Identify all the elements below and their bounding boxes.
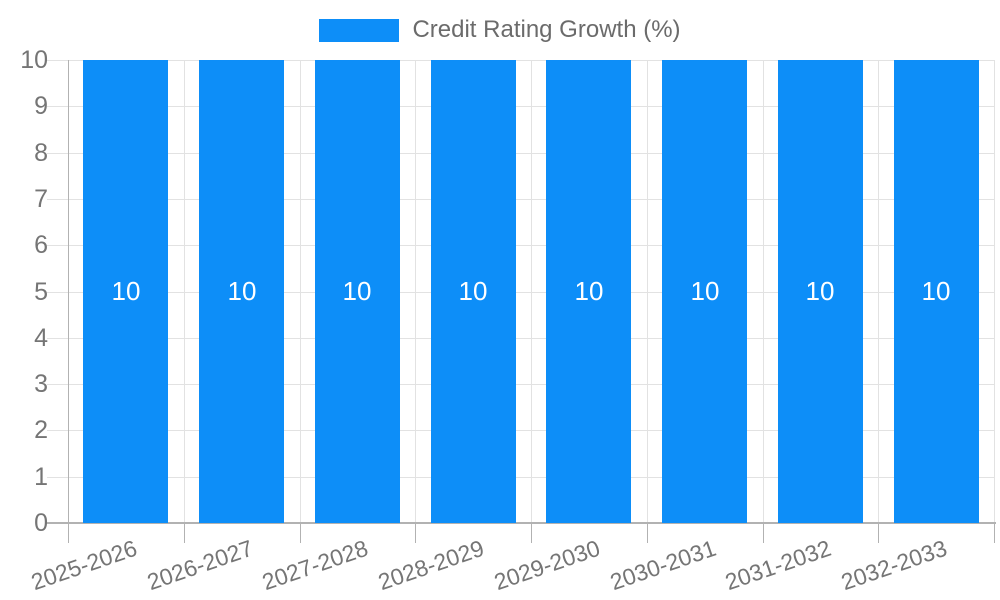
bar — [83, 60, 168, 523]
x-axis-category-label: 2031-2032 — [722, 534, 835, 596]
y-axis-line — [68, 60, 69, 523]
chart-legend: Credit Rating Growth (%) — [0, 17, 1000, 43]
bar-value-label: 10 — [805, 275, 835, 306]
x-axis-category-label: 2025-2026 — [27, 534, 141, 596]
bar — [546, 60, 631, 523]
y-axis-tick-label: 3 — [34, 370, 48, 399]
x-axis-tick — [415, 523, 417, 543]
bar — [431, 60, 516, 523]
y-axis-tick-label: 8 — [34, 138, 48, 167]
x-axis-tick — [183, 523, 185, 543]
x-gridline — [646, 60, 648, 523]
y-gridline — [47, 337, 994, 339]
x-gridline — [183, 60, 185, 523]
x-axis-tick — [646, 523, 648, 543]
legend-label: Credit Rating Growth (%) — [412, 16, 681, 43]
bar — [778, 60, 863, 523]
y-axis-tick-label: 6 — [34, 231, 48, 260]
bar — [315, 60, 400, 523]
x-gridline — [878, 60, 880, 523]
x-axis-category-label: 2028-2029 — [374, 534, 488, 596]
y-axis-tick-label: 5 — [34, 277, 48, 306]
x-axis-tick — [299, 523, 301, 543]
y-gridline — [47, 476, 994, 478]
x-gridline — [299, 60, 301, 523]
y-axis-tick-label: 1 — [34, 462, 48, 491]
bar-value-label: 10 — [227, 275, 257, 306]
x-axis-line — [47, 522, 996, 524]
x-axis-tick — [994, 523, 995, 543]
x-axis-category-label: 2032-2033 — [837, 534, 951, 596]
y-gridline — [47, 152, 994, 154]
y-gridline — [47, 245, 994, 247]
y-gridline — [47, 106, 994, 108]
bar-value-label: 10 — [921, 275, 951, 306]
x-axis-category-label: 2027-2028 — [259, 534, 372, 596]
y-gridline — [47, 60, 994, 61]
x-gridline — [531, 60, 532, 523]
y-axis-tick-label: 10 — [20, 46, 48, 74]
y-gridline — [47, 430, 994, 432]
y-axis-tick-label: 9 — [34, 92, 48, 121]
bar-value-label: 10 — [111, 275, 141, 306]
x-axis-tick — [762, 523, 764, 543]
x-axis-tick — [531, 523, 532, 543]
bar — [894, 60, 979, 523]
y-gridline — [47, 384, 994, 386]
x-gridline — [762, 60, 764, 523]
x-axis-category-label: 2029-2030 — [490, 534, 604, 596]
y-axis-tick-label: 7 — [34, 184, 48, 213]
y-gridline — [47, 291, 994, 293]
bar-value-label: 10 — [342, 275, 372, 306]
x-gridline — [994, 60, 995, 523]
y-gridline — [47, 198, 994, 200]
y-axis-tick-label: 0 — [34, 509, 48, 537]
bar — [662, 60, 747, 523]
bar-value-label: 10 — [690, 275, 720, 306]
legend-swatch — [319, 18, 400, 42]
y-axis-tick-label: 4 — [34, 323, 48, 352]
bar-value-label: 10 — [574, 275, 604, 306]
x-axis-category-label: 2030-2031 — [606, 534, 719, 596]
y-axis-tick-label: 2 — [34, 416, 48, 445]
x-gridline — [415, 60, 417, 523]
bar — [199, 60, 284, 523]
bar-value-label: 10 — [458, 275, 488, 306]
x-axis-tick — [68, 523, 69, 543]
x-axis-category-label: 2026-2027 — [143, 534, 256, 596]
x-axis-tick — [878, 523, 880, 543]
